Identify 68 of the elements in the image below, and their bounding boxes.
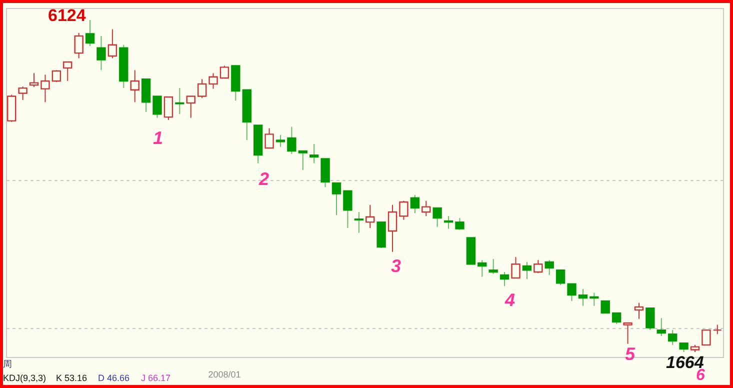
text: D 46.66 <box>98 373 130 383</box>
candlestick <box>298 150 308 170</box>
candlestick <box>478 260 487 278</box>
candlestick <box>668 330 678 346</box>
candlestick <box>141 78 151 112</box>
text: 周 <box>3 359 12 369</box>
annotation: 2 <box>258 169 270 189</box>
candlestick <box>96 35 106 71</box>
annotation: 3 <box>391 256 402 276</box>
candlestick <box>309 143 319 164</box>
candlestick <box>656 318 666 336</box>
candlestick <box>152 96 162 118</box>
candlestick <box>646 307 655 331</box>
candlestick <box>500 271 510 287</box>
candlestick <box>702 329 711 346</box>
candlestick <box>590 292 599 306</box>
candlestick <box>410 194 420 214</box>
candlestick <box>63 61 72 82</box>
annotation: 1 <box>153 128 164 148</box>
candlestick <box>108 28 118 59</box>
candlestick <box>612 312 622 325</box>
candlestick <box>422 200 431 217</box>
candlestick <box>40 74 50 103</box>
candlestick <box>455 217 464 230</box>
candlestick <box>320 158 330 188</box>
candlestick <box>164 96 174 121</box>
candlestick <box>623 322 632 344</box>
candlestick <box>343 190 352 229</box>
candlestick <box>208 72 218 90</box>
candlestick <box>366 204 375 229</box>
candlestick <box>287 126 296 154</box>
annotation: 5 <box>625 344 636 364</box>
candlestick <box>712 324 722 335</box>
x-tick-label: 2008/01 <box>208 370 241 380</box>
candlestick <box>679 342 688 353</box>
candlestick <box>18 86 28 100</box>
annotation: 6124 <box>48 6 86 25</box>
candlestick <box>197 78 207 99</box>
annotation: 4 <box>504 290 516 310</box>
candlestick <box>388 204 398 252</box>
candlestick <box>511 256 520 279</box>
candlestick <box>264 128 274 149</box>
candlestick <box>534 260 543 274</box>
candlestick <box>175 88 184 115</box>
candlestick <box>220 65 230 79</box>
candlestick <box>276 134 286 148</box>
candlestick <box>578 288 588 306</box>
candlestick <box>522 261 532 280</box>
candlestick <box>634 302 644 320</box>
candlestick <box>332 182 342 216</box>
candlestick <box>488 258 498 274</box>
candlestick <box>130 70 140 103</box>
candlestick <box>444 216 454 230</box>
candlestick <box>186 96 196 118</box>
text: J 66.17 <box>141 373 171 383</box>
candlestick <box>544 260 554 276</box>
candlestick <box>354 212 364 234</box>
candlestick <box>432 207 442 228</box>
candlestick <box>29 72 39 88</box>
candlestick <box>399 200 408 220</box>
candlestick <box>556 270 566 286</box>
text: KDJ(9,3,3) <box>3 373 46 383</box>
candlestick <box>52 70 62 83</box>
candlestick <box>74 32 84 59</box>
candlestick <box>85 19 95 46</box>
candlestick <box>600 300 610 314</box>
text: K 53.16 <box>56 373 88 383</box>
candlestick <box>567 283 576 302</box>
